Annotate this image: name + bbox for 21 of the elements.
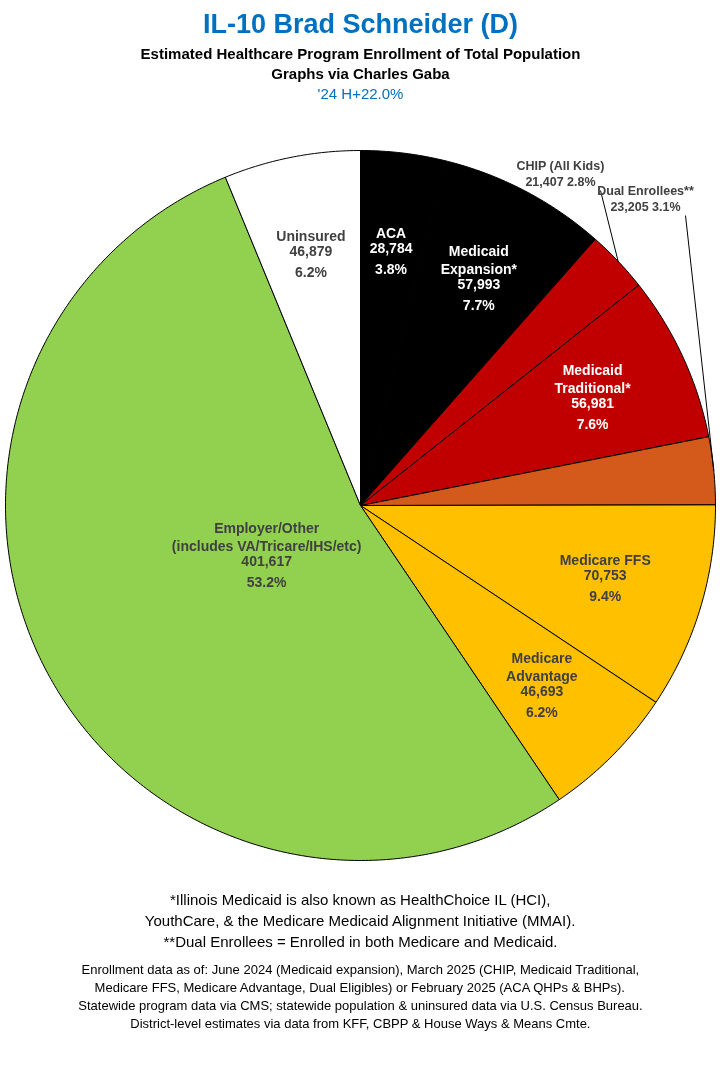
slice-label: Dual Enrollees** <box>597 183 694 198</box>
data-label: 28,784 3.8% <box>369 239 413 277</box>
chart-subtitle: Estimated Healthcare Program Enrollment of Total Population Graphs via Charles Gaba <box>140 44 581 82</box>
text: Enrollment data as of: June 2024 (Medicaid expansion), March 2025 (CHIP, Medicaid Traditional, Medicare FFS, Medicare Advantage, Dual Eligibles) or February 2025 (ACA QHPs & BHPs). Statewide program data via CMS; statewide population & uninsured data via U.S. Census Bureau. District-level estimates via data from KFF, CBPP & House Ways & Means Cmte. <box>78 961 643 1031</box>
slice-label: Medicare Advantage <box>506 649 578 684</box>
slice-label: Uninsured <box>276 227 346 244</box>
data-label: 56,981 7.6% <box>571 395 615 433</box>
data-label: 401,617 53.2% <box>241 552 293 590</box>
slice-label: Medicare FFS <box>559 552 651 569</box>
data-label: 46,879 6.2% <box>289 242 333 280</box>
text: '24 H+22.0% <box>317 84 404 102</box>
data-label: 21,407 2.8% <box>525 174 596 189</box>
slice-label: Medicaid Traditional* <box>554 362 632 397</box>
slice-label: ACA <box>375 224 407 241</box>
text: *Illinois Medicaid is also known as HealthChoice IL (HCI), YouthCare, & the Medicare Medicaid Alignment Initiative (MMAI). **Dual Enrollees = Enrolled in both Medicare and Medicaid. <box>144 890 576 950</box>
slice-label: Employer/Other (includes VA/Tricare/IHS/etc) <box>171 519 362 554</box>
slice-label: Medicaid Expansion* <box>440 242 518 277</box>
chart-title: IL-10 Brad Schneider (D) <box>202 8 519 39</box>
data-label: 23,205 3.1% <box>610 199 681 214</box>
data-label: 70,753 9.4% <box>583 567 627 605</box>
slice-label: CHIP (All Kids) <box>516 158 605 173</box>
